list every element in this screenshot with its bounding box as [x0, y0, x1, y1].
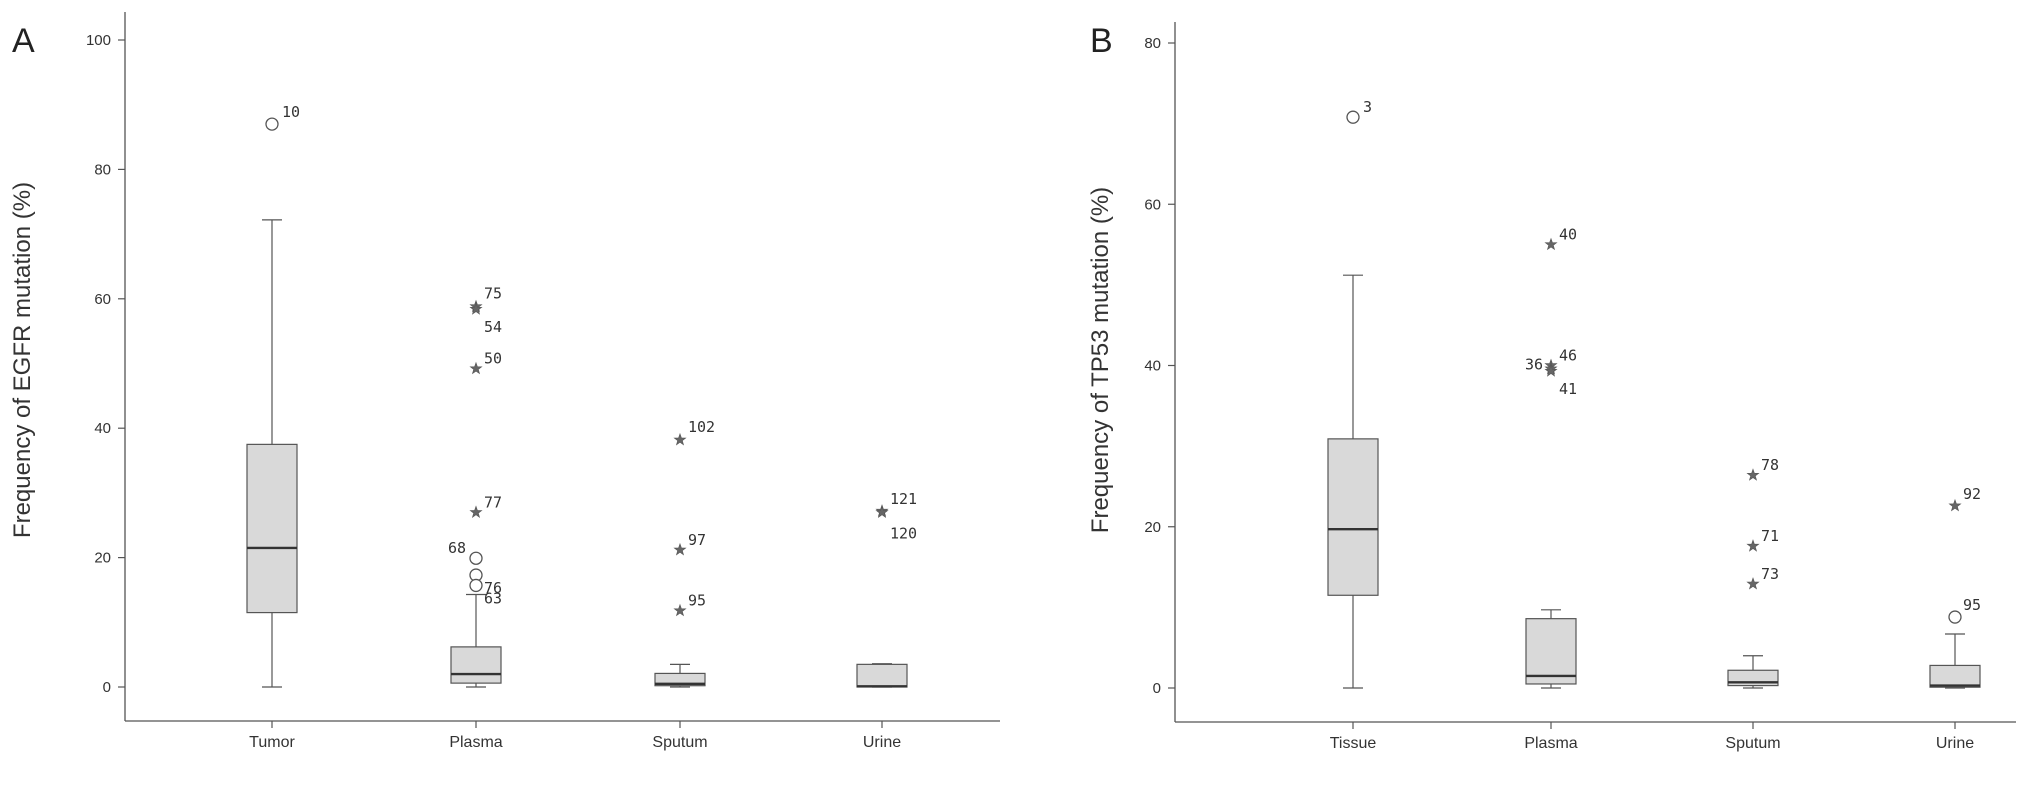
outlier-star [673, 603, 687, 617]
iqr-box [856, 663, 908, 688]
outlier-label: 102 [688, 418, 715, 436]
box-urine [1929, 633, 1981, 689]
outlier-label: 73 [1761, 565, 1779, 583]
outlier-label: 77 [484, 493, 502, 511]
y-tick-label: 40 [1144, 358, 1161, 375]
box-plasma [450, 593, 502, 688]
outlier-star [875, 505, 889, 518]
outlier-label: 120 [890, 524, 917, 542]
x-tick-label: Plasma [1524, 735, 1577, 752]
outlier-star [469, 361, 483, 375]
panel-a: 0 20 40 60 80 100 Tumor Plasma Sputum Urine Freque… [9, 12, 1000, 751]
x-tick-label: Sputum [652, 734, 707, 751]
outlier-label: 121 [890, 490, 917, 508]
y-tick-label: 40 [94, 420, 111, 437]
outlier-star [1948, 498, 1962, 512]
y-tick-label: 60 [94, 291, 111, 308]
outlier-circle [1948, 610, 1962, 624]
y-tick-label: 20 [1144, 519, 1161, 536]
iqr-box [246, 443, 298, 614]
outlier-star [469, 505, 483, 518]
outlier-label: 68 [448, 539, 466, 557]
outlier-star [1746, 539, 1760, 552]
y-tick-label: 80 [94, 161, 111, 178]
outlier-star [1544, 364, 1558, 377]
iqr-box [1327, 438, 1379, 596]
outlier-label: 97 [688, 531, 706, 549]
x-tick-label: Urine [863, 734, 901, 751]
outlier-star [1746, 468, 1760, 481]
panel-label: B [1090, 22, 1113, 60]
outlier-star [469, 302, 483, 315]
outlier-label: 54 [484, 318, 502, 336]
outlier-label: 63 [484, 589, 502, 607]
outlier-circle [469, 551, 483, 565]
outlier-label: 40 [1559, 226, 1577, 244]
panel-label: A [12, 22, 35, 60]
outlier-label: 95 [688, 592, 706, 610]
x-tick-label: Urine [1936, 735, 1974, 752]
outlier-label: 78 [1761, 456, 1779, 474]
y-axis-title: Frequency of EGFR mutation (%) [9, 182, 36, 538]
outlier-label: 76 [484, 579, 502, 597]
outlier-label: 36 [1525, 356, 1543, 374]
outlier-circle [1346, 110, 1360, 124]
outlier-label: 10 [282, 103, 300, 121]
box-urine [856, 663, 908, 688]
outlier-label: 95 [1963, 596, 1981, 614]
panel-b: 0 20 40 60 80 Tissue Plasma Sputum Urine Frequenc… [1087, 22, 2016, 752]
y-axis-title: Frequency of TP53 mutation (%) [1087, 187, 1114, 533]
x-tick-label: Tissue [1330, 735, 1377, 752]
outlier-label: 92 [1963, 485, 1981, 503]
outlier-circle [469, 578, 483, 593]
outlier-star [1746, 577, 1760, 590]
box-sputum [1727, 655, 1779, 689]
y-tick-label: 20 [94, 550, 111, 567]
outlier-circle [265, 117, 279, 131]
outlier-label: 71 [1761, 527, 1779, 545]
y-tick-label: 80 [1144, 35, 1161, 52]
y-tick-label: 0 [103, 679, 111, 696]
outlier-star [673, 542, 687, 556]
outlier-label: 50 [484, 350, 502, 368]
y-tick-label: 0 [1153, 680, 1161, 697]
x-tick-label: Plasma [449, 734, 502, 751]
x-tick-label: Sputum [1725, 735, 1780, 752]
outlier-label: 75 [484, 285, 502, 303]
box-tissue [1327, 274, 1379, 689]
box-plasma [1525, 609, 1577, 689]
box-sputum [654, 663, 706, 688]
box-tumor [246, 219, 298, 688]
iqr-box [450, 646, 502, 684]
iqr-box [1929, 664, 1981, 688]
iqr-box [1525, 618, 1577, 685]
outlier-star [673, 432, 687, 446]
y-tick-label: 100 [86, 32, 111, 49]
x-tick-label: Tumor [249, 734, 295, 751]
outlier-label: 3 [1363, 98, 1372, 116]
y-tick-label: 60 [1144, 196, 1161, 213]
outlier-label: 41 [1559, 380, 1577, 398]
outlier-label: 46 [1559, 347, 1577, 365]
outlier-star [1544, 237, 1558, 251]
